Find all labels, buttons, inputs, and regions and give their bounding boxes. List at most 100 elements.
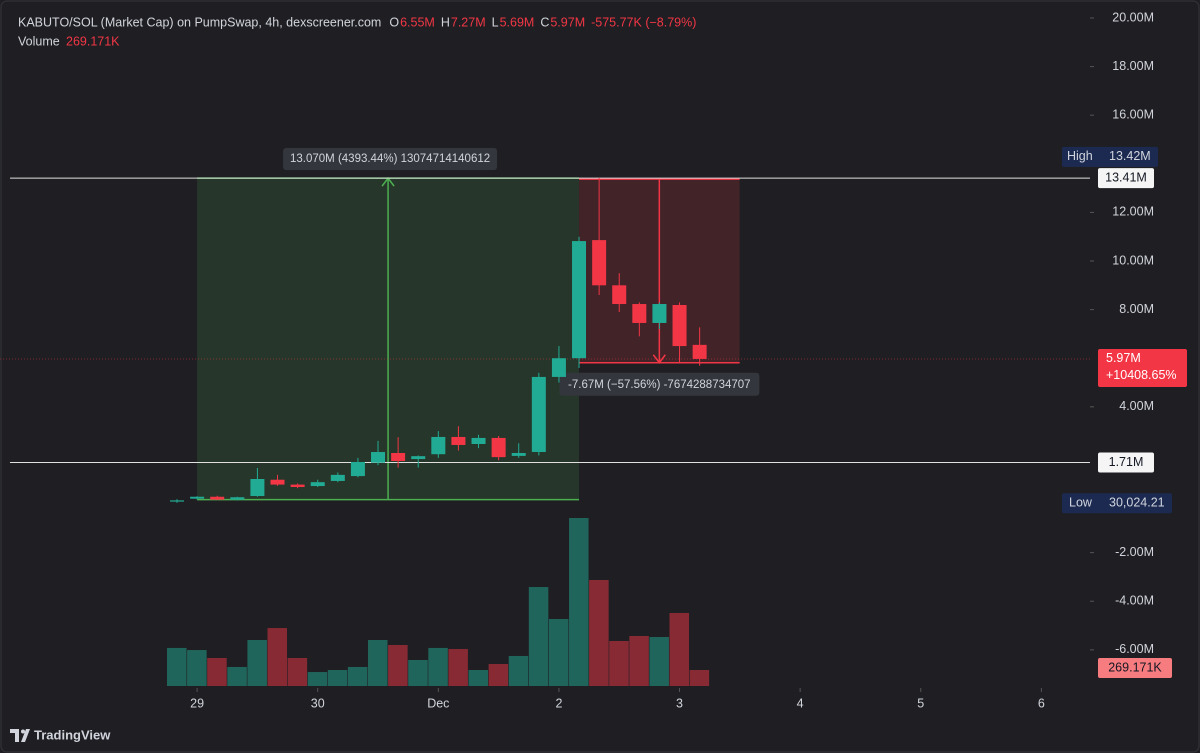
candle-body [471,437,486,445]
low-marker-bg [1062,493,1172,514]
volume-label: 269.171K [1108,660,1162,674]
legend-key: H [441,15,450,29]
legend-change: -575.77K (−8.79%) [591,15,696,29]
volume-bar [689,670,710,686]
high-marker-name: High [1067,149,1093,163]
candle-body [350,461,365,477]
y-tick-label: 20.00M [1112,10,1154,24]
hline-label-bg [1098,168,1154,189]
measure-up-label: 13.070M (4393.44%) 13074714140612 [290,153,490,165]
plot-area: 13.070M (4393.44%) 13074714140612 -7.67M … [0,148,1090,686]
candle-body [170,500,185,502]
volume-bar [267,628,288,686]
y-tick-label: 18.00M [1112,59,1154,73]
volume-bar [388,644,408,686]
y-tick-label: -4.00M [1115,594,1154,608]
volume-bar [448,649,468,686]
hline-label: 13.41M [1105,170,1147,184]
y-tick-label: -6.00M [1115,642,1154,656]
candle-body [230,497,245,500]
candle-body [632,304,647,323]
x-tick-label: 29 [190,696,204,710]
candle-body [612,285,627,305]
volume-bar [569,518,589,686]
volume-bar [307,672,328,686]
x-tick-label: 30 [311,696,325,710]
measure-down-label: -7.67M (−57.56%) -7674288734707 [568,379,751,391]
x-tick-label: 2 [555,696,562,710]
volume-bar [347,666,368,686]
volume-title: Volume [18,34,60,48]
chart-title: KABUTO/SOL (Market Cap) on PumpSwap, 4h,… [18,15,381,29]
x-tick-label: 5 [917,696,924,710]
candle-body [190,496,205,499]
candle-body [511,452,526,456]
brand-name: TradingView [34,727,111,742]
candle-body [572,241,587,359]
legend-value: 5.69M [500,15,535,29]
volume-bar [508,655,529,686]
y-tick-label: 12.00M [1112,205,1154,219]
legend-key: C [540,15,549,29]
candle-body [531,376,546,453]
measure-down-arrow [652,179,666,365]
volume-value: 269.171K [66,34,120,48]
y-tick-label: 8.00M [1119,302,1154,316]
brand-logo [10,729,30,742]
candle-body [652,304,667,323]
volume-bar [468,670,489,686]
hline-label-bg [1098,452,1154,473]
volume-bar [247,639,267,686]
candle-body [692,344,707,359]
candle-body [371,452,386,463]
last-price-bg [1098,348,1187,387]
legend-value: 6.55M [400,15,435,29]
legend-key: L [492,15,499,29]
volume-bar [609,641,629,686]
legend-key: O [389,15,399,29]
low-marker-name: Low [1069,496,1093,510]
candle-body [672,304,687,347]
candle-body [250,478,265,497]
y-tick-label: -2.00M [1115,545,1154,559]
volume-bar [589,580,609,686]
candle-body [210,496,225,500]
y-tick-label: 10.00M [1112,253,1154,267]
y-tick-label: 4.00M [1119,399,1154,413]
volume-bar [528,587,549,686]
volume-bar [327,670,348,686]
volume-bar [187,650,207,686]
low-marker-label: 30,024.21 [1109,496,1165,510]
candle-body [551,358,566,377]
volume-bar [368,639,388,686]
volume-bar [548,619,569,686]
volume-bar [428,647,448,686]
legend-value: 7.27M [451,15,486,29]
y-tick-label: 16.00M [1112,107,1154,121]
high-marker-label: 13.42M [1109,149,1151,163]
candle-body [451,436,466,445]
volume-bar [629,636,649,686]
high-marker-bg [1062,146,1158,167]
volume-bar [207,658,227,686]
candle-body [431,436,446,455]
x-tick-label: 6 [1038,696,1045,710]
candle-body [290,484,305,488]
candle-body [592,240,607,286]
last-price-label: 5.97M [1106,351,1141,365]
candle-body [391,452,406,462]
candle-body [310,482,325,487]
volume-label-bg [1098,658,1172,678]
volume-bar [227,666,247,686]
x-tick-label: 4 [797,696,804,710]
measure-up-label-bg [283,148,498,170]
volume-bar [669,613,690,686]
legend-value: 5.97M [550,15,585,29]
volume-bar [649,637,669,686]
volume-bar [287,658,308,686]
x-tick-label: Dec [427,696,449,710]
hline-label: 1.71M [1109,455,1144,469]
candle-body [330,474,345,481]
candle-body [270,479,285,485]
